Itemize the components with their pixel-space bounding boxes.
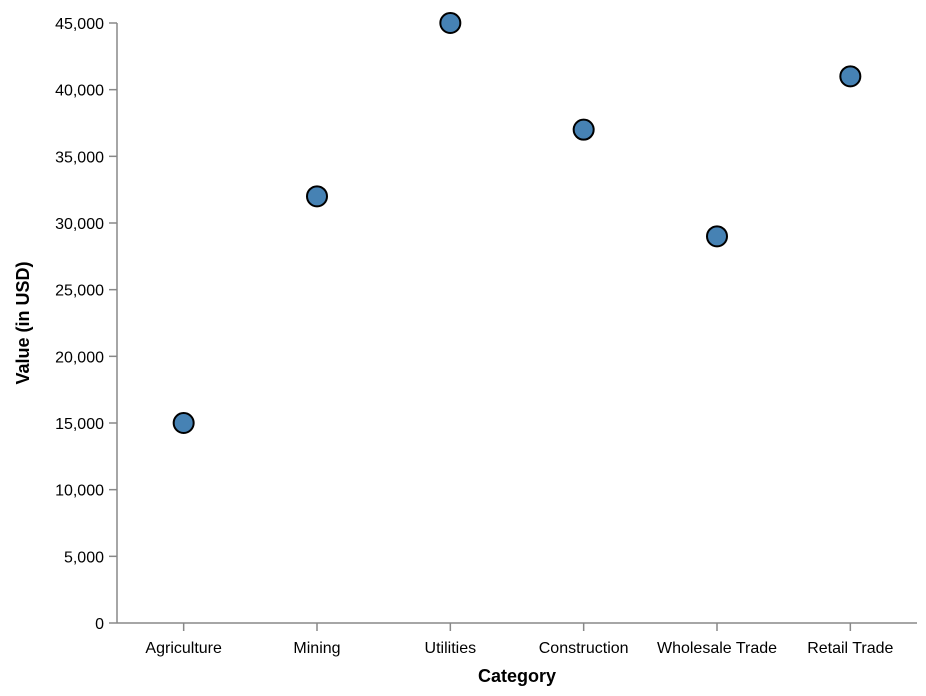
y-tick-label: 25,000	[55, 283, 104, 300]
x-tick-label: Retail Trade	[807, 640, 893, 657]
y-tick-label: 15,000	[55, 416, 104, 433]
x-axis-title: Category	[478, 666, 556, 686]
data-points	[172, 12, 862, 434]
x-tick-label: Mining	[293, 640, 340, 657]
y-tick-label: 0	[95, 616, 104, 633]
data-point[interactable]	[839, 65, 862, 88]
y-tick-label: 10,000	[55, 483, 104, 500]
y-tick-label: 45,000	[55, 16, 104, 33]
data-point[interactable]	[172, 412, 195, 434]
x-axis: Agriculture Mining Utilities Construction Wh…	[117, 622, 917, 657]
x-tick-label: Agriculture	[145, 640, 222, 657]
data-point[interactable]	[306, 185, 328, 208]
y-tick-label: 40,000	[55, 83, 104, 100]
data-point[interactable]	[439, 12, 462, 34]
x-tick-label: Wholesale Trade	[657, 640, 777, 657]
data-point[interactable]	[572, 118, 595, 141]
x-tick-label: Utilities	[425, 640, 477, 657]
y-axis-title: Value (in USD)	[13, 261, 33, 384]
y-tick-label: 30,000	[55, 216, 104, 233]
y-tick-label: 35,000	[55, 149, 104, 166]
y-tick-label: 5,000	[64, 549, 104, 566]
y-axis: 0 5,000 10,000 15,000 20,000 25,000 30,000 35,0…	[55, 16, 118, 633]
x-tick-label: Construction	[539, 640, 629, 657]
data-point[interactable]	[706, 225, 728, 248]
y-tick-label: 20,000	[55, 349, 104, 366]
